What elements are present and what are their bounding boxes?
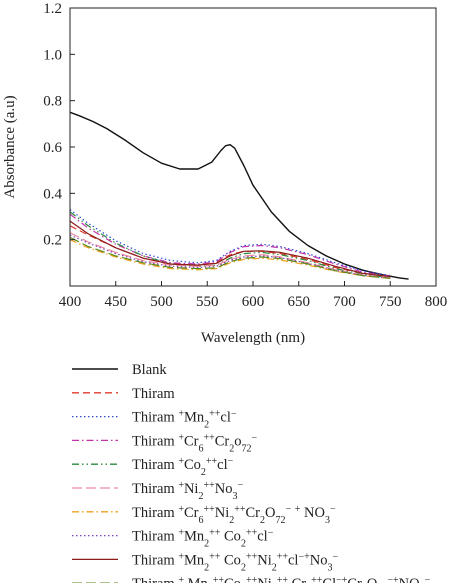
y-tick-label: 1.0 bbox=[43, 47, 62, 63]
x-axis-ticks: 400 450 500 550 600 650 700 750 800 bbox=[59, 281, 448, 310]
series-line bbox=[69, 236, 391, 279]
y-tick-label: 0.6 bbox=[43, 140, 62, 156]
x-tick-label: 450 bbox=[105, 294, 128, 310]
y-axis-title: Absorbance (a.u) bbox=[2, 95, 18, 198]
x-tick-label: 500 bbox=[150, 294, 173, 310]
x-tick-label: 700 bbox=[333, 294, 356, 310]
x-tick-label: 750 bbox=[379, 294, 402, 310]
legend-label: Thiram bbox=[132, 386, 175, 402]
x-axis-title: Wavelength (nm) bbox=[201, 330, 305, 346]
x-tick-label: 650 bbox=[288, 294, 311, 310]
series-line bbox=[69, 232, 391, 279]
y-tick-label: 1.2 bbox=[43, 1, 62, 17]
legend-label: Thiram + Mn2++Co2++Ni2++ Cr6++Cl−+Cr2O72… bbox=[132, 575, 431, 583]
legend-label: Thiram +Cr6++Cr2o72− bbox=[132, 432, 257, 454]
legend-label: Thiram +Mn2++ Co2++cl− bbox=[132, 527, 274, 549]
x-tick-label: 550 bbox=[196, 294, 219, 310]
series-line bbox=[69, 111, 409, 280]
legend-label: Blank bbox=[132, 362, 167, 378]
y-tick-label: 0.4 bbox=[43, 186, 62, 202]
series-line bbox=[69, 209, 391, 277]
y-tick-label: 0.2 bbox=[43, 233, 62, 249]
x-tick-label: 600 bbox=[242, 294, 265, 310]
x-tick-label: 400 bbox=[59, 294, 82, 310]
legend-label: Thiram +Ni2++No3− bbox=[132, 480, 243, 502]
series-line bbox=[69, 213, 391, 277]
series-line bbox=[69, 211, 391, 279]
x-tick-label: 800 bbox=[425, 294, 448, 310]
y-tick-label: 0.8 bbox=[43, 94, 62, 110]
series-line bbox=[69, 234, 391, 279]
legend-label: Thiram +Cr6++Ni2++Cr2O72− + NO3− bbox=[132, 503, 336, 525]
series-lines bbox=[69, 111, 409, 280]
y-axis-ticks: 0.2 0.4 0.6 0.8 1.0 1.2 bbox=[43, 1, 75, 249]
series-line bbox=[69, 239, 391, 279]
series-line bbox=[69, 220, 391, 278]
